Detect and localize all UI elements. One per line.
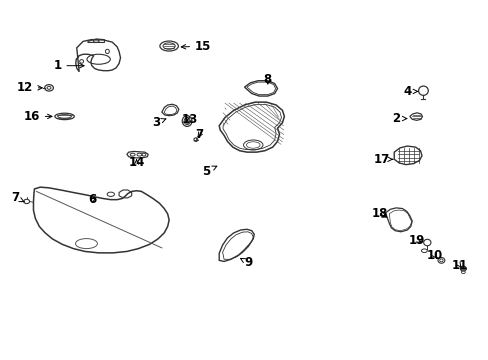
Text: 9: 9 (240, 256, 252, 269)
Text: 15: 15 (181, 40, 211, 53)
Text: 7: 7 (195, 128, 203, 141)
Text: 4: 4 (403, 85, 417, 98)
Text: 19: 19 (408, 234, 425, 247)
Text: 14: 14 (128, 156, 144, 169)
Text: 10: 10 (426, 249, 442, 262)
Text: 3: 3 (152, 116, 165, 129)
Text: 12: 12 (17, 81, 42, 94)
Text: 18: 18 (371, 207, 387, 220)
Text: 13: 13 (182, 113, 198, 126)
Text: 11: 11 (450, 258, 467, 271)
Text: 6: 6 (88, 193, 97, 206)
Text: 1: 1 (53, 59, 84, 72)
Text: 7: 7 (11, 191, 24, 204)
Text: 8: 8 (263, 73, 271, 86)
Text: 17: 17 (373, 153, 392, 166)
Text: 16: 16 (23, 110, 52, 123)
Text: 5: 5 (202, 165, 216, 177)
Text: 2: 2 (391, 112, 406, 125)
